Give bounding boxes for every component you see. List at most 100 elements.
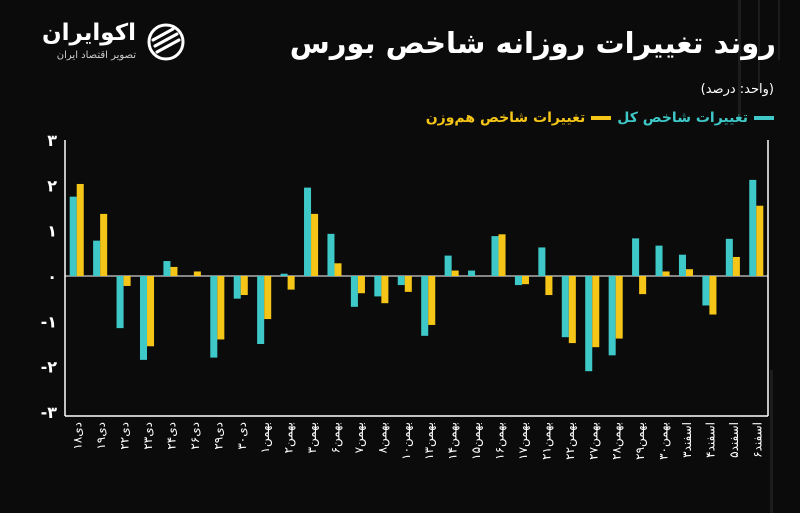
bar-equal — [193, 271, 201, 276]
x-tick-label: ۳۰دی — [235, 422, 249, 450]
x-tick-label: ۱۵بهمن — [469, 422, 484, 460]
x-tick-label: ۱بهمن — [258, 422, 273, 453]
x-tick-label: ۲۹بهمن — [633, 422, 648, 460]
y-tick-label: -۱ — [41, 312, 57, 331]
bar-total — [93, 240, 101, 276]
x-tick-label: ۲۲دی — [118, 422, 132, 450]
bar-equal — [709, 276, 717, 315]
x-tick-label: ۲۴دی — [164, 422, 178, 450]
legend-label-equal: تغییرات شاخص هم‌وزن — [425, 110, 586, 126]
bar-equal — [662, 271, 670, 276]
legend-swatch-equal — [591, 116, 612, 120]
chart-legend: تغییرات شاخص کل تغییرات شاخص هم‌وزن — [426, 110, 774, 126]
x-tick-label: ۴اسفند — [703, 422, 717, 458]
bar-equal — [428, 276, 436, 325]
bar-equal — [756, 205, 764, 276]
bar-equal — [170, 266, 178, 276]
bar-total — [749, 179, 757, 276]
x-tick-label: ۲۳دی — [141, 422, 155, 450]
x-tick-label: ۲۷بهمن — [586, 422, 601, 460]
brand-logo: اکوایران تصویر اقتصاد ایران — [28, 20, 188, 68]
bar-equal — [240, 276, 248, 296]
bar-equal — [147, 276, 155, 347]
bar-equal — [404, 276, 412, 292]
bar-total — [280, 273, 288, 276]
bar-equal — [381, 276, 389, 304]
bar-total — [444, 255, 452, 276]
bar-equal — [615, 276, 623, 339]
background-stripe — [770, 370, 773, 513]
bar-total — [678, 254, 686, 276]
chart-axes: ۳ ۲ ۱ ۰ -۱ -۲ -۳ — [41, 131, 769, 422]
bar-total — [163, 261, 171, 276]
bar-total — [233, 276, 241, 299]
x-tick-label: ۸بهمن — [375, 422, 390, 453]
x-tick-label: ۲۸بهمن — [610, 422, 625, 460]
background-stripe — [758, 0, 760, 90]
y-tick-label: -۲ — [41, 358, 58, 377]
unit-label: (واحد: درصد) — [700, 82, 774, 97]
bar-equal — [334, 263, 342, 276]
bar-equal — [123, 276, 131, 286]
y-tick-label: -۳ — [41, 403, 58, 422]
bar-total — [655, 245, 663, 276]
bar-equal — [264, 276, 272, 320]
legend-swatch-total — [754, 116, 774, 120]
brand-name: اکوایران — [41, 20, 136, 46]
x-tick-label: ۱۴بهمن — [446, 422, 461, 460]
y-tick-label: ۰ — [47, 267, 57, 286]
bar-equal — [217, 276, 225, 340]
x-tick-label: ۱۹دی — [94, 422, 108, 450]
bar-total — [210, 276, 218, 358]
y-tick-label: ۳ — [47, 131, 57, 150]
bar-equal — [545, 276, 553, 296]
x-tick-label: ۶بهمن — [328, 422, 343, 453]
bar-equal — [76, 183, 84, 276]
chart-bars — [69, 179, 764, 372]
x-tick-label: ۳۰بهمن — [657, 422, 672, 460]
bar-total — [468, 270, 476, 276]
x-tick-label: ۳بهمن — [305, 422, 320, 453]
bar-total — [585, 276, 593, 372]
x-tick-label: ۶اسفند — [750, 422, 764, 458]
background-stripe — [738, 0, 741, 120]
bar-equal — [100, 213, 108, 276]
bar-equal — [287, 276, 295, 290]
legend-label-total: تغییرات شاخص کل — [617, 110, 748, 126]
bar-equal — [521, 276, 529, 285]
bar-equal — [357, 276, 365, 294]
x-tick-label: ۱۳بهمن — [422, 422, 437, 460]
x-tick-label: ۲۱بهمن — [539, 422, 554, 460]
x-tick-label: ۷بهمن — [352, 422, 367, 453]
legend-item-equal: تغییرات شاخص هم‌وزن — [426, 110, 612, 126]
bar-equal — [498, 234, 506, 276]
x-tick-label: ۲۲بهمن — [563, 422, 578, 460]
bar-equal — [568, 276, 576, 344]
x-tick-label: ۱۷بهمن — [516, 422, 531, 460]
bar-equal — [639, 276, 647, 295]
bar-total — [139, 276, 148, 360]
bar-equal — [685, 269, 694, 276]
ecoiran-logo-icon — [147, 23, 185, 61]
x-tick-label: ۲۶دی — [188, 422, 202, 450]
x-tick-label: ۱۶بهمن — [493, 422, 508, 460]
brand-tagline: تصویر اقتصاد ایران — [56, 50, 136, 61]
bar-total — [374, 276, 382, 297]
bar-total — [491, 236, 499, 276]
bar-equal — [732, 256, 740, 276]
y-tick-label: ۲ — [47, 176, 57, 195]
x-tick-label: ۲۹دی — [211, 422, 225, 450]
bar-total — [327, 233, 335, 276]
bar-total — [538, 247, 546, 276]
x-tick-label: ۱۸دی — [71, 422, 85, 450]
y-tick-label: ۱ — [47, 222, 57, 241]
x-tick-labels: ۱۸دی ۱۹دی ۲۲دی ۲۳دی ۲۴دی ۲۶دی ۲۹دی ۳۰دی ۱بهمن ۲به… — [71, 422, 765, 460]
bar-total — [514, 276, 522, 286]
bar-equal — [311, 213, 319, 276]
bar-total — [69, 196, 77, 276]
bar-total — [304, 187, 312, 276]
bar-equal — [592, 276, 600, 348]
bar-total — [257, 276, 265, 344]
chart-title: روند تغییرات روزانه شاخص بورس — [289, 26, 776, 60]
